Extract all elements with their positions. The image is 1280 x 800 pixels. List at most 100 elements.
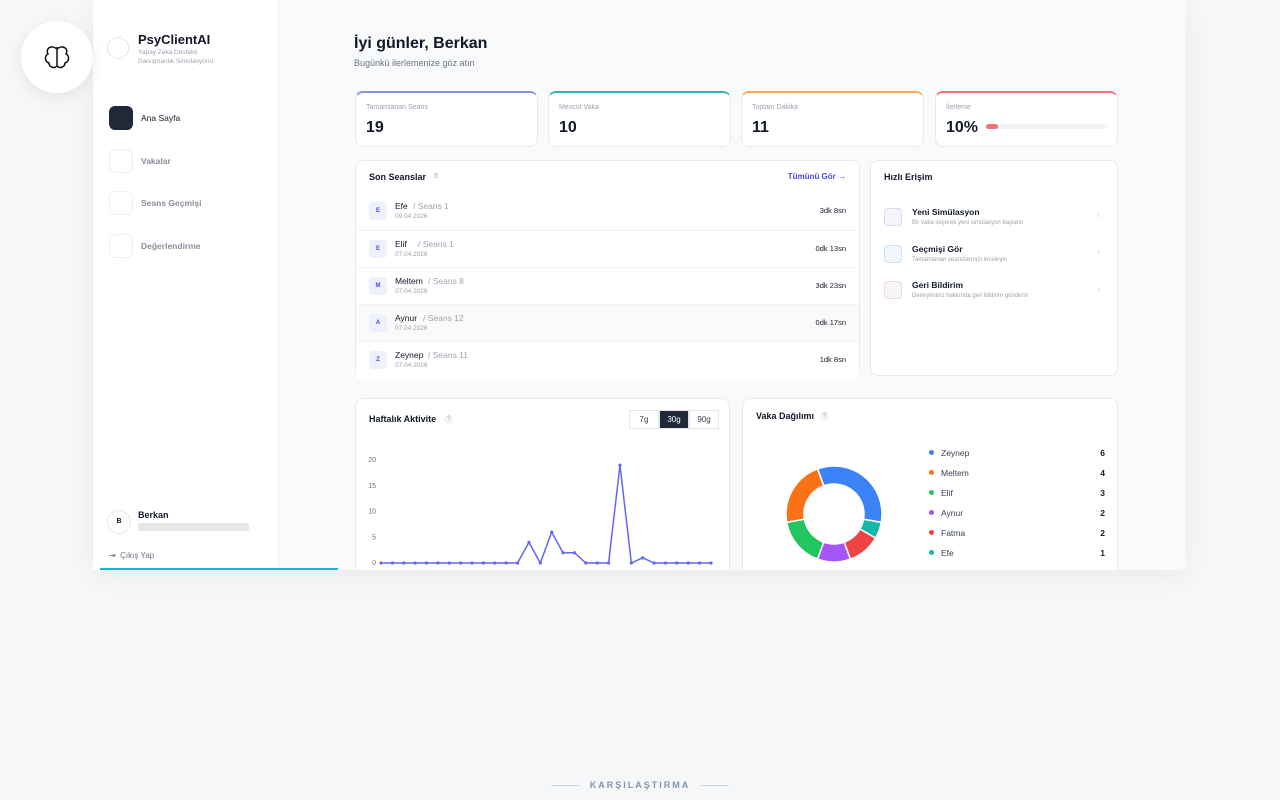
greeting-sub: Bugünkü ilerlemenize göz atın	[354, 58, 475, 68]
nav-label[interactable]: Değerlendirme	[141, 240, 201, 251]
quick-title: Geri Bildirim	[912, 280, 964, 290]
session-row[interactable]: E Efe / Seans 1 09.04.2026 3dk 8sn	[356, 193, 859, 230]
quick-item[interactable]: Geçmişi Gör Tamamlanan seanslarınızı ince…	[871, 240, 1117, 274]
session-avatar: M	[369, 277, 387, 295]
quick-item[interactable]: Yeni Simülasyon Bir vaka seçerek yeni sim…	[871, 203, 1117, 237]
help-badge: ?	[820, 412, 829, 421]
activity-point	[459, 561, 463, 565]
range-button[interactable]: 7g	[629, 410, 659, 429]
y-tick-label: 0	[372, 560, 376, 567]
nav-item[interactable]: Ana Sayfa	[109, 106, 269, 130]
session-date: 09.04.2026	[395, 213, 428, 220]
session-row[interactable]: Z Zeynep / Seans 11 07.04.2026 1dk 8sn	[356, 341, 859, 379]
activity-point	[436, 561, 440, 565]
activity-point	[424, 561, 429, 565]
help-badge: ?	[444, 415, 453, 424]
session-name: Elif	[395, 239, 407, 249]
stat-card: Mevcut Vaka 10	[548, 91, 731, 147]
tagline: Yapay Zeka Destekli Danışmanlık Simülasy…	[138, 49, 214, 65]
donut-slice	[785, 518, 825, 561]
activity-point	[402, 561, 406, 565]
nav-item[interactable]: Vakalar	[109, 148, 269, 173]
donut-slice	[858, 518, 883, 540]
donut-slice	[785, 467, 825, 524]
donut-slice	[816, 465, 883, 524]
stat-card: Tamamlanan Seans 19	[355, 91, 538, 147]
activity-point	[618, 463, 622, 467]
activity-point	[641, 556, 645, 560]
activity-point	[390, 561, 394, 565]
stat-label: Toplam Dakika	[752, 104, 798, 111]
legend-value: 3	[1100, 488, 1105, 498]
activity-point	[584, 561, 588, 565]
session-number: / Seans 12	[423, 313, 464, 323]
activity-point	[527, 540, 531, 544]
nav-icon	[109, 148, 133, 173]
nav-icon	[109, 191, 133, 215]
legend-name: Zeynep	[941, 448, 970, 458]
quick-card: Hızlı Erişim Yeni Simülasyon Bir vaka seç…	[870, 160, 1118, 376]
user-avatar: B	[107, 510, 131, 534]
logo-icon	[44, 46, 70, 69]
range-button[interactable]: 90g	[689, 410, 719, 429]
stat-card: Toplam Dakika 11	[741, 91, 924, 147]
nav-label[interactable]: Ana Sayfa	[141, 113, 181, 123]
nav-label[interactable]: Seans Geçmişi	[141, 198, 202, 208]
y-tick-label: 15	[368, 483, 376, 490]
y-tick-label: 20	[368, 457, 376, 464]
chevron: ›	[1097, 210, 1100, 220]
y-tick-label: 5	[372, 534, 376, 541]
user-name: Berkan	[138, 510, 169, 520]
logout[interactable]: ⇥ Çıkış Yap	[109, 551, 155, 560]
legend-value: 6	[1100, 448, 1105, 458]
activity-point	[481, 561, 486, 565]
quick-desc: Bir vaka seçerek yeni simülasyon başlatı…	[912, 220, 1024, 226]
activity-point	[504, 561, 508, 565]
stat-value: 10	[559, 119, 577, 136]
legend-dot	[929, 550, 934, 555]
activity-point	[572, 551, 577, 555]
recent-count: 5	[434, 173, 438, 180]
logout-label[interactable]: Çıkış Yap	[120, 551, 155, 560]
nav-label[interactable]: Vakalar	[141, 155, 171, 166]
quick-item[interactable]: Geri Bildirim Deneyiminiz hakkında geri b…	[871, 276, 1117, 310]
session-date: 07.04.2026	[395, 251, 428, 258]
session-duration: 3dk 23sn	[815, 281, 846, 290]
nav-item[interactable]: Değerlendirme	[109, 233, 269, 258]
footer-rule-left	[551, 785, 579, 786]
session-row[interactable]: M Meltem / Seans 8 07.04.2026 3dk 23sn	[356, 267, 859, 305]
legend-name: Meltem	[941, 468, 969, 478]
session-row[interactable]: A Aynur / Seans 12 07.04.2026 0dk 17sn	[356, 304, 859, 342]
line-chart: 0 5 10 15 20	[368, 457, 713, 567]
user-bar	[138, 523, 249, 531]
activity-point	[413, 561, 417, 565]
activity-point	[709, 561, 713, 565]
donut-slice	[843, 527, 877, 561]
legend-value: 2	[1100, 528, 1105, 538]
session-date: 07.04.2026	[395, 288, 428, 295]
activity-point	[550, 530, 554, 534]
see-all[interactable]: Tümünü Gör →	[787, 172, 846, 181]
session-number: / Seans 11	[428, 350, 469, 360]
activity-point	[515, 561, 520, 565]
progress-fill	[986, 124, 999, 129]
session-number: / Seans 1	[418, 239, 454, 249]
session-date: 07.04.2026	[395, 325, 428, 332]
app-window: PsyClientAI Yapay Zeka Destekli Danışman…	[93, 0, 1186, 570]
stat-value: 19	[366, 119, 384, 136]
quick-title: Yeni Simülasyon	[912, 207, 980, 217]
activity-point	[493, 561, 497, 565]
range-button[interactable]: 30g	[659, 410, 689, 429]
legend-value: 1	[1100, 548, 1105, 558]
nav-item[interactable]: Seans Geçmişi	[109, 191, 269, 215]
session-row[interactable]: E Elif / Seans 1 07.04.2026 0dk 13sn	[356, 230, 859, 268]
activity-card: Haftalık Aktivite? 7g 30g 90g 0 5 10 15 20	[355, 398, 730, 570]
legend-value: 4	[1100, 468, 1105, 478]
activity-point	[686, 561, 690, 565]
quick-icon	[884, 208, 902, 226]
recent-card: Son Seanslar 5 Tümünü Gör → E Efe / Seans …	[355, 160, 860, 379]
legend-value: 2	[1100, 508, 1105, 518]
session-duration: 3dk 8sn	[819, 206, 846, 215]
quick-title: Geçmişi Gör	[912, 243, 963, 254]
